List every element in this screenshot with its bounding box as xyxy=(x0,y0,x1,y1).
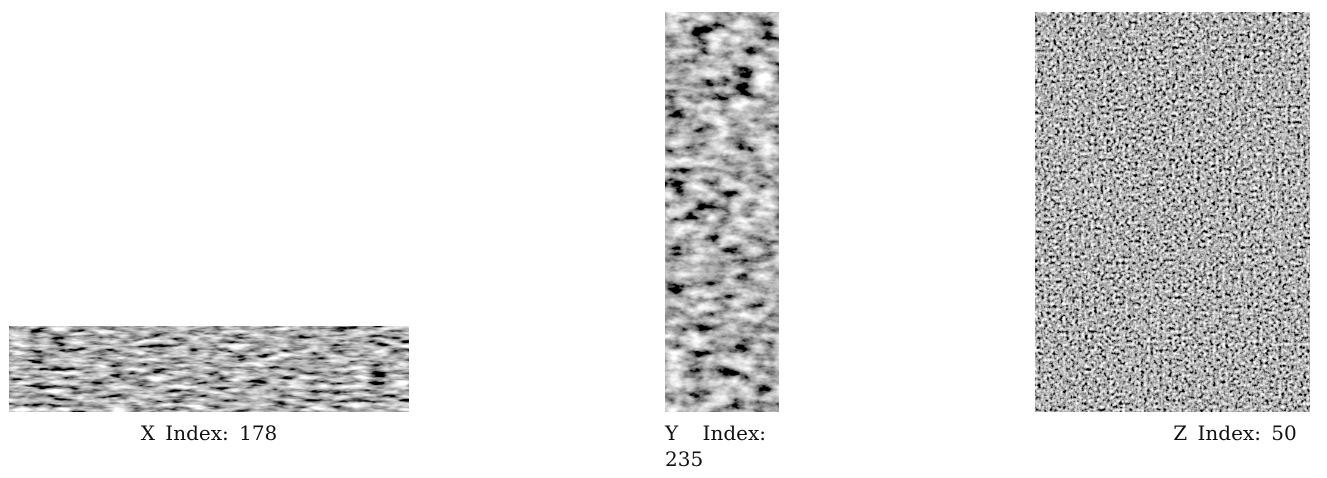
slice-z-texture xyxy=(1035,12,1310,412)
slice-caption-x: X Index: 178 xyxy=(9,420,409,446)
slice-y-texture xyxy=(665,12,779,412)
caption-label: Y Index: xyxy=(665,421,766,445)
caption-label: X Index: xyxy=(140,421,229,445)
slice-image-z xyxy=(1035,12,1310,412)
slice-image-y xyxy=(665,12,779,412)
slice-x-texture xyxy=(9,326,409,412)
caption-label: Z Index: xyxy=(1173,421,1261,445)
caption-value: 235 xyxy=(665,447,704,471)
slice-caption-y: Y Index: 235 xyxy=(665,420,780,472)
slice-caption-z: Z Index: 50 xyxy=(1035,420,1327,446)
caption-value: 50 xyxy=(1271,421,1297,445)
slice-image-x xyxy=(9,326,409,412)
caption-value: 178 xyxy=(239,421,278,445)
